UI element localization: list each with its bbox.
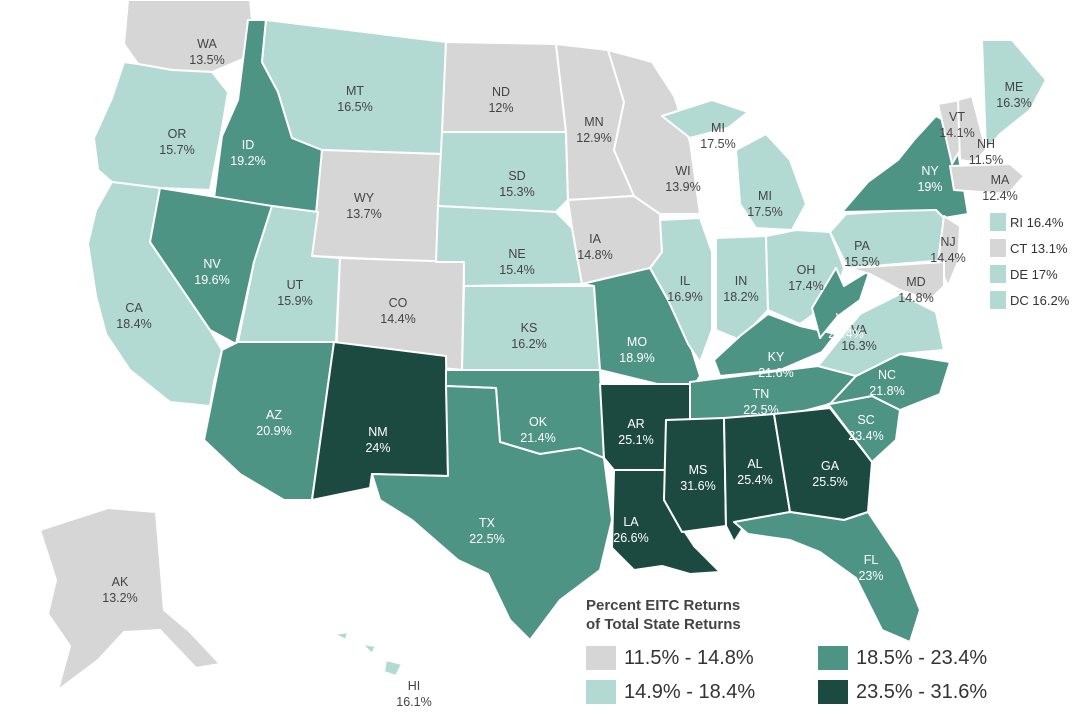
- state-label-pa: PA 15.5%: [844, 239, 879, 269]
- state-hi: [333, 631, 403, 677]
- state-nh: [957, 95, 987, 163]
- legend-item-bin1: 11.5% - 14.8%: [586, 646, 818, 670]
- state-label-sc: SC 23.4%: [848, 413, 883, 443]
- state-label-md: MD 14.8%: [898, 275, 933, 305]
- state-wv: [811, 267, 871, 339]
- state-wi: [607, 49, 701, 215]
- state-label-ca: CA 18.4%: [116, 301, 151, 331]
- state-label-wv: WV 20.4%: [828, 311, 863, 341]
- legend-swatch: [818, 680, 848, 704]
- legend-label: 23.5% - 31.6%: [856, 680, 988, 703]
- state-label-al: AL 25.4%: [737, 457, 772, 487]
- state-label-ny: NY 19%: [917, 164, 942, 194]
- legend-item-bin2: 14.9% - 18.4%: [586, 680, 818, 704]
- legend-title-line2: of Total State Returns: [586, 616, 741, 633]
- callout-label-dc: DC 16.2%: [1010, 293, 1070, 308]
- state-ma: [949, 163, 1025, 195]
- state-va: [817, 293, 945, 377]
- state-md: [847, 261, 945, 301]
- state-label-id: ID 19.2%: [230, 138, 265, 168]
- state-label-ak: AK 13.2%: [102, 575, 137, 605]
- callout-label-de: DE 17%: [1010, 267, 1058, 282]
- state-ky: [713, 313, 837, 377]
- legend: Percent EITC Returns of Total State Retu…: [586, 596, 1056, 704]
- legend-swatch: [586, 680, 616, 704]
- state-label-nm: NM 24%: [365, 425, 390, 455]
- state-labels-layer: WA 13.5% OR 15.7% CA 18.4% ID 19.2% NV 19.6% MT 16.…: [102, 37, 1031, 709]
- state-label-la: LA 26.6%: [613, 515, 648, 545]
- legend-item-bin3: 18.5% - 23.4%: [818, 646, 1050, 670]
- state-label-ia: IA 14.8%: [577, 232, 612, 262]
- callout-swatch-ct: [990, 239, 1006, 257]
- state-label-nd: ND 12%: [488, 85, 513, 115]
- legend-swatch: [586, 646, 616, 670]
- legend-label: 18.5% - 23.4%: [856, 646, 988, 669]
- state-fl: [733, 511, 921, 643]
- state-label-hi: HI 16.1%: [396, 679, 431, 709]
- state-label-wi: WI 13.9%: [665, 164, 700, 194]
- state-label-wy: WY 13.7%: [346, 191, 381, 221]
- state-wy: [311, 149, 443, 263]
- state-label-vt: VT 14.1%: [939, 110, 974, 140]
- state-or: [93, 61, 229, 191]
- state-label-ne: NE 15.4%: [499, 247, 534, 277]
- state-ak: [39, 507, 221, 691]
- state-label-nj: NJ 14.4%: [930, 235, 965, 265]
- state-ms: [663, 417, 727, 533]
- callout-label-ct: CT 13.1%: [1010, 241, 1068, 256]
- state-label-wa: WA 13.5%: [189, 37, 224, 67]
- state-me: [981, 39, 1047, 151]
- state-label-ga: GA 25.5%: [812, 459, 847, 489]
- state-label-me: ME 16.3%: [996, 80, 1031, 110]
- callout-label-ri: RI 16.4%: [1010, 215, 1064, 230]
- state-mi: [661, 99, 749, 139]
- state-sd: [437, 131, 569, 213]
- legend-label: 14.9% - 18.4%: [624, 680, 756, 703]
- state-label-mn: MN 12.9%: [576, 115, 611, 145]
- state-label-mi: MI 17.5%: [747, 189, 782, 219]
- state-label-nv: NV 19.6%: [194, 257, 229, 287]
- state-label-ky: KY 21.6%: [758, 350, 793, 380]
- state-label-ms: MS 31.6%: [680, 463, 715, 493]
- state-label-il: IL 16.9%: [667, 274, 702, 304]
- legend-item-bin4: 23.5% - 31.6%: [818, 680, 1050, 704]
- state-label-ut: UT 15.9%: [277, 278, 312, 308]
- legend-grid: 11.5% - 14.8% 18.5% - 23.4% 14.9% - 18.4…: [586, 646, 1056, 704]
- callout-swatch-dc: [990, 291, 1006, 309]
- state-label-tx: TX 22.5%: [469, 516, 504, 546]
- state-wa: [123, 0, 253, 73]
- state-mi: [735, 133, 807, 231]
- state-label-nh: NH 11.5%: [969, 137, 1004, 167]
- state-label-ok: OK 21.4%: [520, 415, 555, 445]
- state-label-va: VA 16.3%: [841, 323, 876, 353]
- state-nc: [829, 353, 951, 411]
- state-label-ma: MA 12.4%: [982, 173, 1017, 203]
- state-label-fl: FL 23%: [858, 553, 883, 583]
- state-tx: [371, 385, 613, 641]
- state-label-mi: MI 17.5%: [700, 121, 735, 151]
- states-layer: [39, 0, 1047, 691]
- small-state-callouts: RI 16.4% CT 13.1% DE 17% DC 16.2%: [990, 213, 1070, 309]
- state-label-ks: KS 16.2%: [511, 321, 546, 351]
- state-label-sd: SD 15.3%: [499, 169, 534, 199]
- state-label-nc: NC 21.8%: [869, 368, 904, 398]
- state-label-co: CO 14.4%: [380, 296, 415, 326]
- callout-swatch-de: [990, 265, 1006, 283]
- state-label-oh: OH 17.4%: [788, 263, 823, 293]
- state-label-az: AZ 20.9%: [256, 408, 291, 438]
- state-label-or: OR 15.7%: [159, 127, 194, 157]
- callout-swatch-ri: [990, 213, 1006, 231]
- legend-swatch: [818, 646, 848, 670]
- state-label-mt: MT 16.5%: [337, 84, 372, 114]
- state-label-mo: MO 18.9%: [619, 335, 654, 365]
- state-label-in: IN 18.2%: [723, 274, 758, 304]
- legend-label: 11.5% - 14.8%: [624, 646, 754, 669]
- state-label-tn: TN 22.5%: [743, 387, 778, 417]
- state-il: [649, 217, 713, 363]
- legend-title-line1: Percent EITC Returns: [586, 597, 741, 614]
- state-label-ar: AR 25.1%: [618, 417, 653, 447]
